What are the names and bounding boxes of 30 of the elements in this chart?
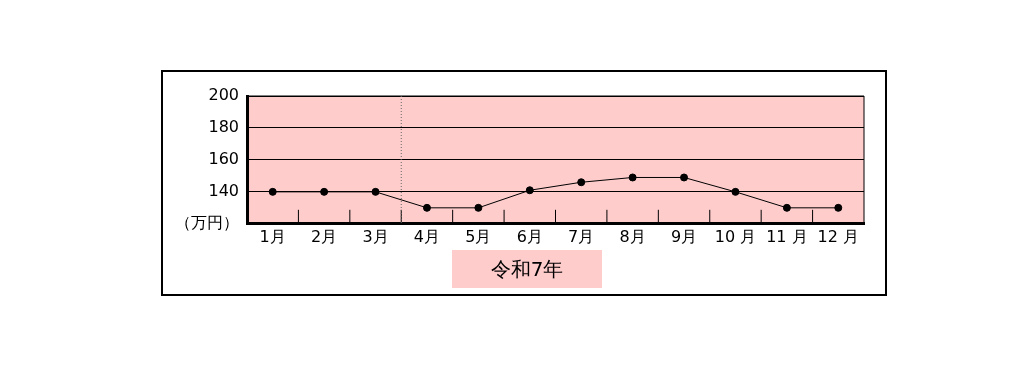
x-tick-label: 4月 [413, 226, 441, 246]
x-tick-label: 6月 [516, 226, 543, 246]
y-tick-label: 180 [208, 117, 239, 137]
point [320, 187, 329, 196]
x-tick-label: 11 月 [766, 226, 808, 246]
point [371, 187, 380, 196]
x-tick-label: 2月 [311, 226, 338, 246]
point [834, 203, 843, 212]
y-tick-label: 200 [208, 85, 239, 105]
y-tick-label: （万円） [175, 212, 239, 232]
x-axis-title: 令和7年 [452, 250, 602, 288]
x-tick-label: 9月 [670, 226, 698, 246]
x-tick-label: 3月 [362, 226, 389, 246]
point [474, 203, 483, 212]
x-tick-label: 12 月 [817, 226, 860, 246]
point [422, 203, 431, 212]
x-tick-label: 8月 [619, 226, 646, 246]
y-tick-label: 140 [208, 181, 239, 201]
point [782, 203, 791, 212]
point [731, 187, 740, 196]
y-tick-label: 160 [208, 149, 239, 169]
point [680, 173, 689, 182]
point [268, 187, 277, 196]
point [525, 186, 534, 195]
x-tick-label: 1月 [259, 226, 286, 246]
point [628, 173, 637, 182]
x-tick-label: 10 月 [714, 226, 757, 246]
x-tick-label: 7月 [568, 226, 595, 246]
point [577, 178, 586, 187]
x-tick-label: 5月 [465, 226, 492, 246]
